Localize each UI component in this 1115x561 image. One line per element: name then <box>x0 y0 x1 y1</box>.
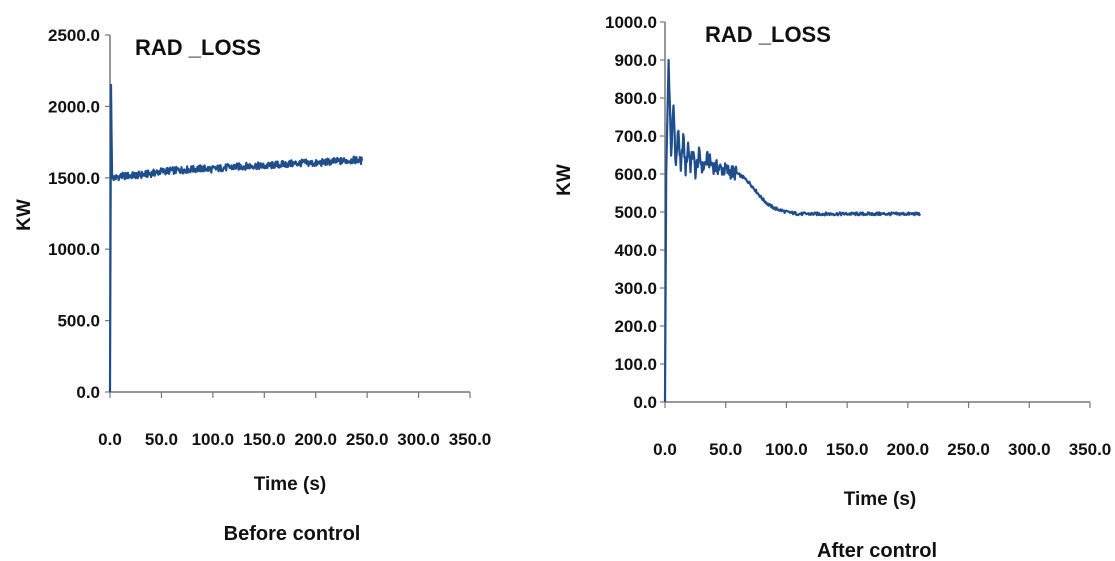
y-tick-label: 0.0 <box>76 383 100 402</box>
x-tick-label: 0.0 <box>98 430 122 449</box>
chart-title: RAD _LOSS <box>135 35 261 60</box>
y-tick-label: 1000.0 <box>605 13 657 32</box>
x-axis-label: Time (s) <box>844 489 917 510</box>
y-tick-label: 0.0 <box>633 393 657 412</box>
y-tick-label: 1500.0 <box>48 169 100 188</box>
chart-2: 0.0 100.0 200.0 300.0 400.0 500.0 600.0 700.0 80… <box>554 13 1111 561</box>
x-tick-label: 300.0 <box>397 430 440 449</box>
y-tick-label: 2000.0 <box>48 97 100 116</box>
series-line <box>663 58 921 403</box>
x-tick-label: 250.0 <box>346 430 389 449</box>
x-tick-label: 50.0 <box>709 440 742 459</box>
y-tick-label: 600.0 <box>614 165 657 184</box>
chart-1: 0.0 500.0 1000.0 1500.0 2000.0 2500.0 0.0 50.0 1… <box>14 26 491 545</box>
x-axis-label: Time (s) <box>254 474 327 495</box>
y-axis-label: KW <box>14 199 35 231</box>
y-tick-label: 900.0 <box>614 51 657 70</box>
x-tick-label: 0.0 <box>653 440 677 459</box>
y-tick-label: 300.0 <box>614 279 657 298</box>
y-tick-label: 100.0 <box>614 355 657 374</box>
x-tick-label: 350.0 <box>1069 440 1112 459</box>
y-tick-label: 200.0 <box>614 317 657 336</box>
series-line <box>108 83 364 393</box>
x-tick-label: 100.0 <box>765 440 808 459</box>
x-tick-label: 250.0 <box>947 440 990 459</box>
y-tick-label: 2500.0 <box>48 26 100 45</box>
y-tick-label: 400.0 <box>614 241 657 260</box>
chart-title: RAD _LOSS <box>705 22 831 47</box>
chart-caption: Before control <box>224 523 361 545</box>
y-tick-label: 700.0 <box>614 127 657 146</box>
chart-caption: After control <box>817 540 937 561</box>
x-tick-label: 150.0 <box>826 440 869 459</box>
y-tick-label: 800.0 <box>614 89 657 108</box>
y-tick-label: 500.0 <box>614 203 657 222</box>
x-tick-label: 50.0 <box>145 430 178 449</box>
x-tick-label: 300.0 <box>1008 440 1051 459</box>
x-tick-label: 200.0 <box>887 440 930 459</box>
x-tick-label: 200.0 <box>294 430 337 449</box>
y-tick-label: 500.0 <box>57 312 100 331</box>
x-tick-label: 100.0 <box>192 430 235 449</box>
x-tick-label: 350.0 <box>449 430 492 449</box>
y-axis-label: KW <box>554 164 575 196</box>
y-tick-label: 1000.0 <box>48 240 100 259</box>
x-tick-label: 150.0 <box>243 430 286 449</box>
